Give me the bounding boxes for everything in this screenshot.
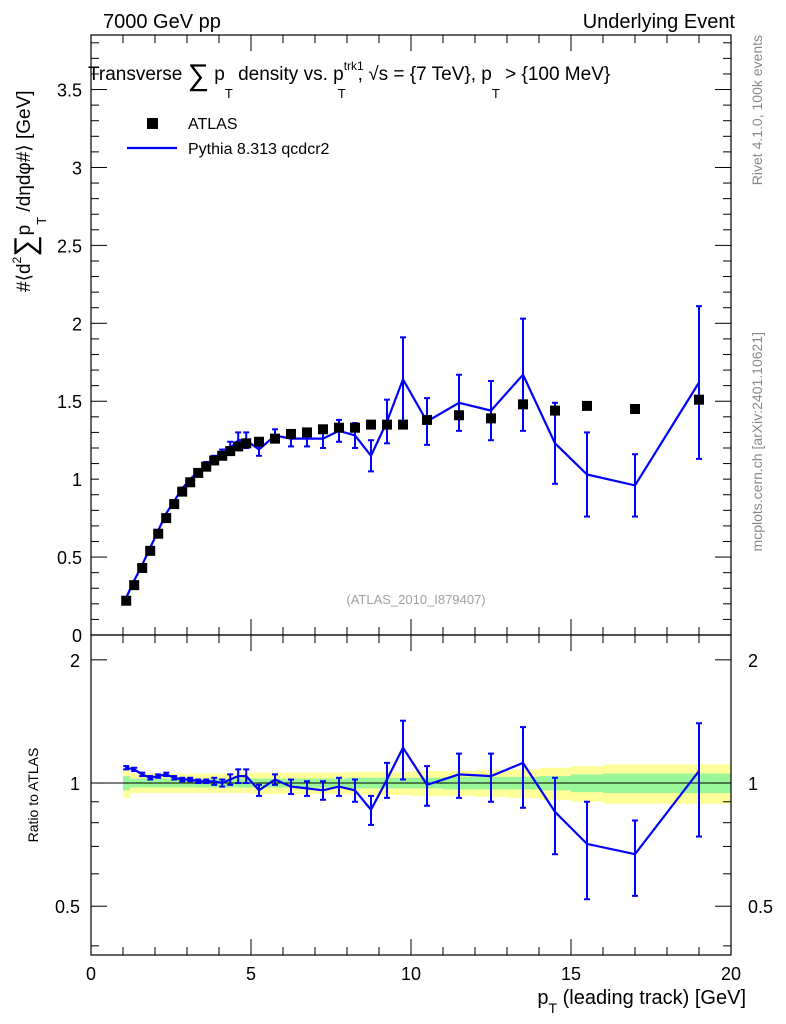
xlabel-pre: p	[537, 987, 548, 1009]
ratio-xtick-label: 15	[561, 964, 581, 984]
main-watermark: (ATLAS_2010_I879407)	[346, 592, 485, 607]
main-ytick-zero: 0	[72, 626, 82, 646]
atlas-data-point	[454, 410, 464, 421]
main-ylabel: #⟨d2∑pT /dηdφ#⟩ [GeV]	[9, 90, 49, 292]
legend-atlas-marker	[147, 118, 158, 129]
atlas-data-point	[334, 422, 344, 433]
ratio-panel: 0 5 10 15 20 0.5 0.5 1 1 2 2 Ratio to ATLAS pT (le…	[25, 634, 773, 1016]
ylabel-sub: T	[34, 217, 49, 225]
main-ytick-label: 3	[72, 158, 82, 178]
atlas-data-point	[582, 400, 592, 411]
atlas-data-point	[209, 455, 220, 466]
ratio-ylabel: Ratio to ATLAS	[25, 748, 41, 843]
atlas-data-point	[318, 424, 328, 435]
atlas-data-point	[241, 438, 252, 449]
atlas-data-point	[302, 427, 312, 438]
atlas-data-point	[137, 562, 148, 573]
rivet-label: Rivet 4.1.0, 100k events	[749, 35, 765, 185]
legend-pythia-label: Pythia 8.313 qcdcr2	[188, 141, 330, 158]
ratio-ytick-label-right: 0.5	[748, 897, 773, 917]
main-ytick-label: 0.5	[57, 548, 82, 568]
main-ytick-label: 3.5	[57, 81, 82, 101]
header-left: 7000 GeV pp	[103, 11, 221, 33]
atlas-data-point	[193, 467, 204, 478]
title-sub2: T	[338, 86, 346, 101]
atlas-data-point	[145, 545, 156, 556]
title-lead: Transverse	[88, 64, 188, 85]
ylabel-pre: #⟨d	[14, 263, 35, 292]
pythia-main-line	[125, 372, 700, 599]
title-p: p	[209, 64, 225, 85]
atlas-data-point	[254, 436, 264, 447]
main-ytick-label: 1	[72, 470, 82, 490]
title-mid: density vs. p	[233, 64, 344, 85]
xlabel-sub: T	[548, 1000, 557, 1016]
main-title: Transverse ∑ pT density vs. ptrk1 T, √s =…	[88, 59, 610, 101]
atlas-data-point	[630, 404, 640, 415]
ratio-xlabel: pT (leading track) [GeV]	[537, 987, 746, 1016]
ylabel-sum: ∑	[9, 235, 42, 256]
ylabel-p: p	[14, 225, 35, 236]
atlas-data-point	[169, 499, 180, 510]
main-ytick-label: 2.5	[57, 236, 82, 256]
main-panel: 0.5 1 1.5 2 2.5 3 3.5 (ATLAS_2010_I879407) Tra…	[9, 34, 732, 646]
atlas-data-point	[382, 419, 392, 430]
atlas-data-point	[225, 446, 236, 457]
atlas-data-point	[153, 528, 164, 539]
atlas-data-point	[550, 405, 560, 416]
ylabel-sup: 2	[10, 256, 24, 263]
main-ytick-label: 1.5	[57, 392, 82, 412]
atlas-data-point	[129, 580, 140, 591]
xlabel-post: (leading track) [GeV]	[557, 987, 746, 1009]
ratio-ytick-label-right: 1	[748, 774, 758, 794]
atlas-data-point	[201, 461, 212, 472]
atlas-data-point	[350, 422, 360, 433]
title-sup: trk1	[344, 59, 364, 73]
atlas-data-point	[161, 513, 172, 524]
main-ytick-label: 2	[72, 314, 82, 334]
ylabel-post: /dηdφ#⟩ [GeV]	[14, 90, 35, 216]
header-right: Underlying Event	[583, 11, 736, 33]
atlas-data-point	[286, 428, 296, 439]
title-end: > {100 MeV}	[500, 64, 610, 85]
ratio-ytick-label-left: 2	[70, 651, 80, 671]
title-sum: ∑	[188, 59, 209, 92]
main-frame	[90, 34, 732, 636]
atlas-data-point	[694, 394, 704, 405]
atlas-data-point	[233, 441, 244, 452]
ratio-ytick-label-left: 0.5	[55, 897, 80, 917]
atlas-data-point	[177, 486, 188, 497]
atlas-data-point	[270, 433, 280, 444]
atlas-data-point	[366, 419, 376, 430]
ratio-ytick-label-right: 2	[748, 651, 758, 671]
legend: ATLAS Pythia 8.313 qcdcr2	[127, 116, 330, 158]
ratio-xtick-label: 10	[401, 964, 421, 984]
atlas-data-point	[486, 413, 496, 424]
mcplots-label: mcplots.cern.ch [arXiv:2401.10621]	[749, 332, 765, 551]
pythia-ratio-line	[125, 745, 700, 856]
atlas-data-point	[422, 414, 432, 425]
title-tail: , √s = {7 TeV}, p	[358, 64, 492, 85]
ratio-ytick-label-left: 1	[70, 774, 80, 794]
title-sub3: T	[492, 86, 500, 101]
atlas-data-point	[121, 595, 132, 606]
atlas-data-point	[398, 419, 408, 430]
ratio-xtick-label: 0	[86, 964, 96, 984]
title-p-sub: T	[225, 86, 233, 101]
ratio-frame	[90, 634, 732, 956]
atlas-data-point	[185, 477, 196, 488]
atlas-data-point	[518, 399, 528, 410]
ratio-xtick-label: 5	[246, 964, 256, 984]
ratio-xtick-label: 20	[721, 964, 741, 984]
legend-atlas-label: ATLAS	[188, 116, 238, 133]
atlas-data-point	[217, 450, 228, 461]
